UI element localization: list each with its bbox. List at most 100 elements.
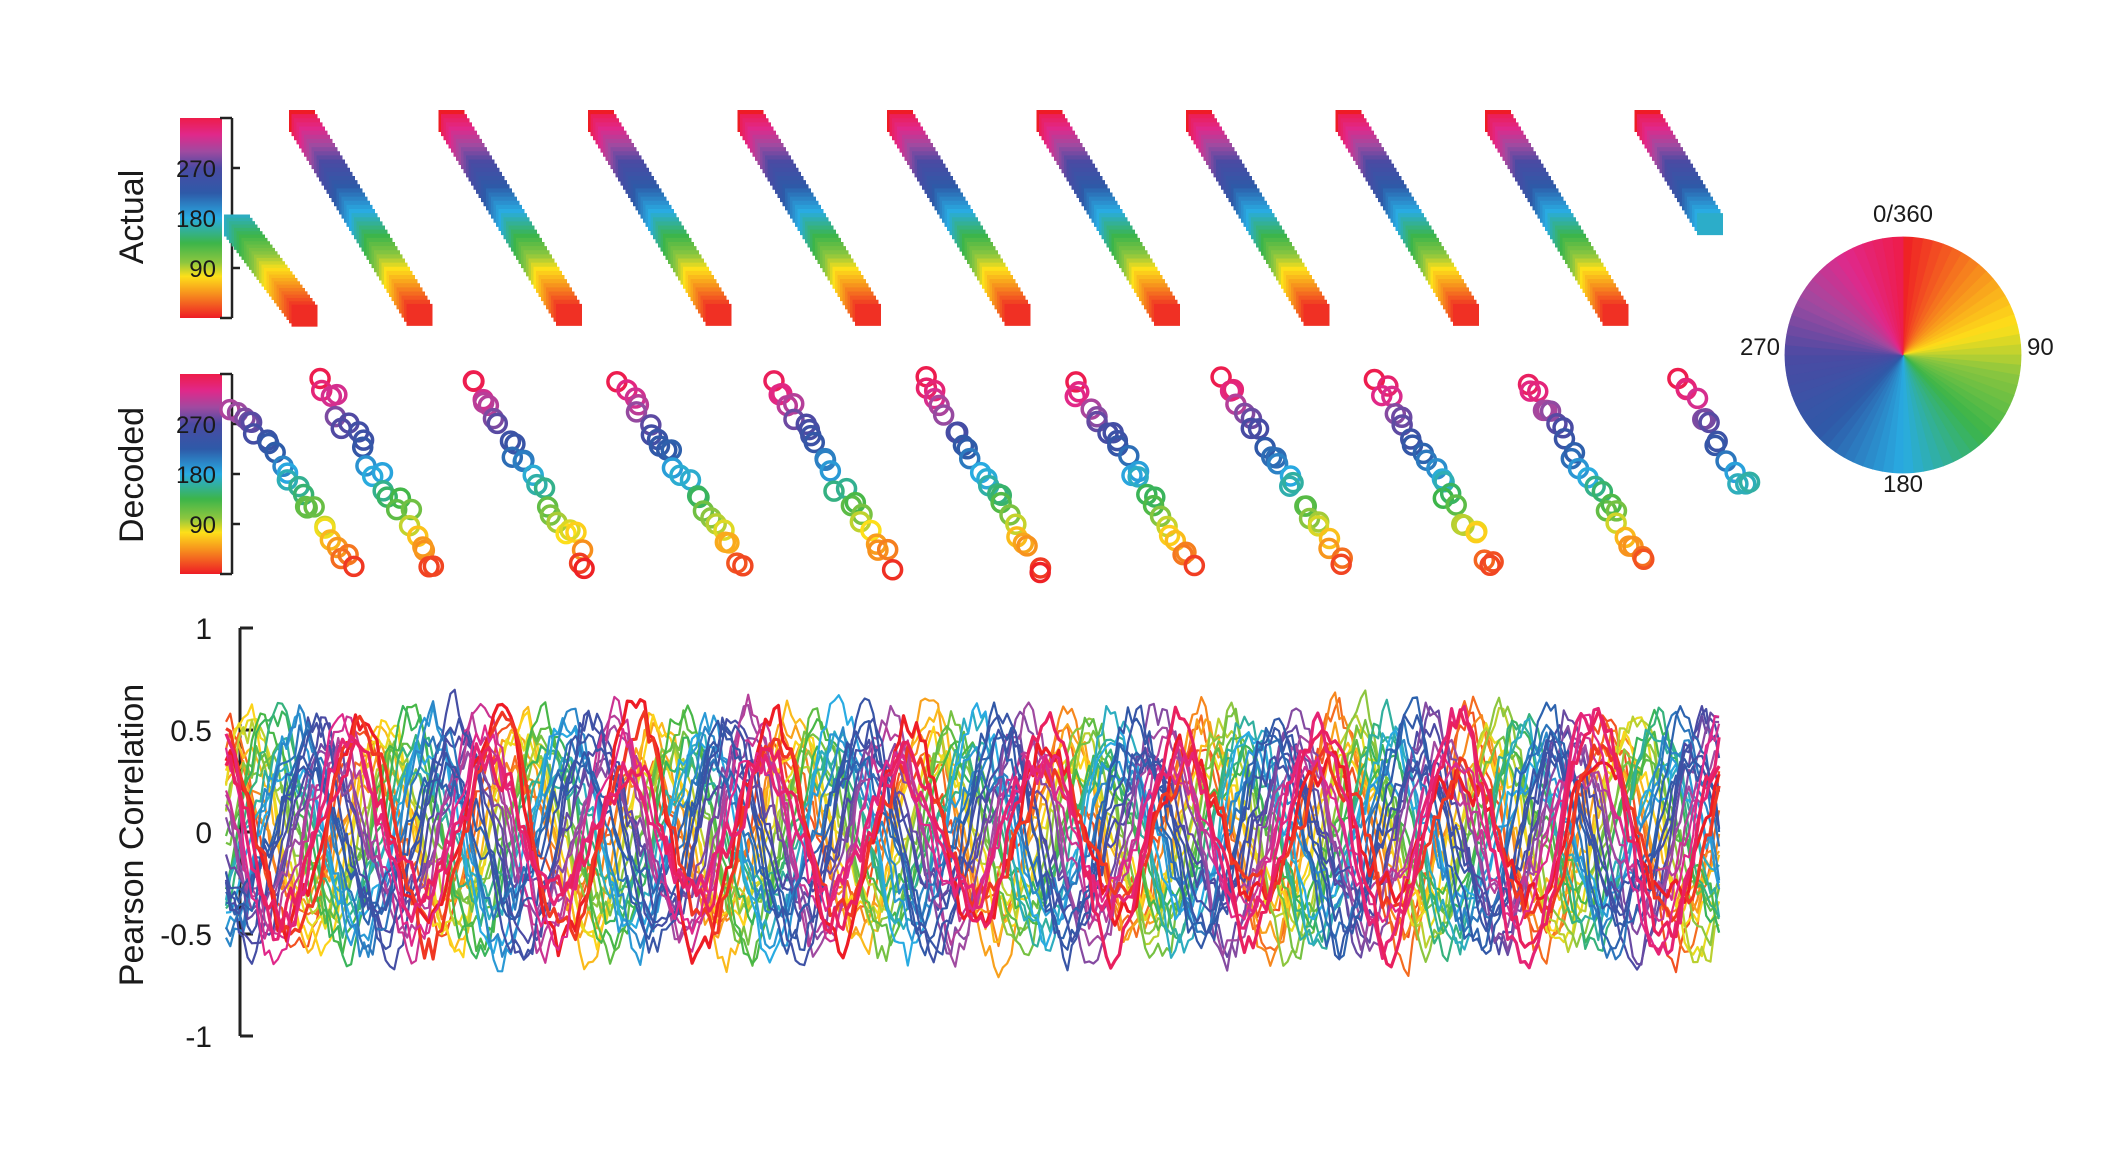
decoded-point — [361, 465, 384, 488]
decoded-point — [1738, 471, 1761, 493]
decoded-point — [462, 370, 485, 392]
decoded-point — [1694, 407, 1717, 430]
decoded-point — [1247, 418, 1270, 440]
decoded-point — [1278, 475, 1301, 497]
actual-step — [291, 304, 318, 327]
decoded-point — [1005, 513, 1027, 536]
decoded-point — [1158, 524, 1181, 547]
decoded-point — [1633, 548, 1655, 570]
decoded-point — [422, 555, 445, 577]
decoded-point — [990, 484, 1013, 507]
decoded-point — [1065, 371, 1087, 393]
decoded-point — [1439, 482, 1462, 505]
decoded-point — [625, 401, 648, 423]
decoded-point — [1482, 551, 1504, 573]
decoded-point — [1086, 410, 1108, 433]
decoded-point — [783, 408, 805, 431]
decoded-point — [1532, 399, 1555, 422]
decoded-point — [555, 522, 577, 545]
decoded-point — [568, 552, 591, 574]
decoded-point — [352, 429, 375, 451]
decoded-point — [1172, 543, 1194, 566]
panel-actual: Actual 90 180 270 — [113, 110, 1723, 327]
decoded-colorbar-tick-label: 90 — [189, 512, 216, 539]
decoded-point — [1294, 495, 1316, 517]
decoded-point — [1698, 411, 1720, 434]
decoded-point — [501, 446, 524, 468]
decoded-point — [412, 536, 434, 558]
correlation-series-line — [224, 695, 1721, 965]
decoded-point — [314, 517, 336, 539]
actual-colorbar-tick-label: 180 — [176, 206, 216, 233]
actual-step — [1004, 303, 1031, 326]
decoded-point — [1445, 494, 1467, 516]
wheel-slice — [1892, 236, 1904, 356]
decoded-point — [276, 462, 299, 484]
decoded-point — [303, 496, 325, 518]
decoded-colorbar-axis: 90 180 270 — [176, 372, 240, 576]
correlation-series-line — [225, 694, 1721, 967]
correlation-series — [224, 688, 1721, 979]
decoded-point — [1704, 434, 1726, 457]
decoded-colorbar — [180, 374, 222, 574]
decoded-point — [1222, 378, 1245, 401]
decoded-point — [956, 438, 978, 460]
decoded-point — [389, 487, 412, 509]
decoded-point — [823, 480, 845, 502]
actual-step — [705, 303, 732, 326]
decoded-point — [385, 498, 408, 521]
decoded-point — [1479, 554, 1501, 576]
decoded-point — [782, 393, 805, 415]
decoded-point — [1118, 445, 1140, 467]
panel-correlation: Pearson Correlation 1 0.5 0 -0.5 -1 — [113, 613, 1721, 1054]
correlation-tick-label: -1 — [185, 1021, 212, 1054]
actual-step — [1453, 303, 1479, 326]
decoded-point — [477, 394, 500, 417]
decoded-point — [958, 447, 981, 470]
decoded-point — [1473, 549, 1496, 571]
decoded-point — [292, 483, 315, 506]
decoded-point — [343, 555, 365, 578]
decoded-point — [1068, 381, 1090, 403]
decoded-point — [276, 469, 299, 491]
decoded-point — [1519, 380, 1542, 402]
decoded-point — [1282, 471, 1304, 494]
decoded-point — [486, 412, 509, 435]
decoded-point — [337, 543, 359, 566]
correlation-tick-label: 1 — [195, 613, 212, 646]
wheel-slices — [1784, 236, 2022, 474]
decoded-point — [1240, 417, 1263, 440]
decoded-point — [1391, 406, 1413, 429]
actual-step — [556, 303, 582, 326]
decoded-point — [573, 557, 595, 580]
decoded-point — [1553, 428, 1576, 450]
decoded-point — [669, 464, 691, 487]
decoded-point — [1526, 380, 1549, 403]
decoded-point — [565, 521, 587, 543]
correlation-series-line — [224, 704, 1721, 970]
decoded-point — [1016, 535, 1038, 557]
actual-step — [1697, 213, 1723, 236]
decoded-point — [876, 538, 899, 561]
actual-colorbar-axis: 90 180 270 — [176, 116, 240, 320]
actual-step — [1602, 303, 1629, 326]
decoded-point — [1183, 554, 1206, 577]
decoded-point — [1465, 521, 1487, 544]
decoded-point — [1127, 466, 1149, 488]
wheel-label-top: 0/360 — [1873, 201, 1933, 228]
decoded-point — [522, 464, 544, 486]
wheel-label-right: 90 — [2027, 334, 2054, 361]
decoded-marks — [219, 365, 1761, 584]
decoded-point — [700, 507, 722, 529]
correlation-series-line — [224, 705, 1721, 970]
actual-step — [406, 303, 433, 326]
decoded-point — [504, 433, 526, 455]
decoded-point — [512, 450, 535, 473]
decoded-point — [803, 431, 826, 454]
decoded-point — [714, 531, 737, 553]
decoded-point — [326, 383, 348, 406]
correlation-series-line — [224, 697, 1721, 972]
decoded-point — [1266, 453, 1289, 475]
decoded-point — [240, 411, 263, 434]
